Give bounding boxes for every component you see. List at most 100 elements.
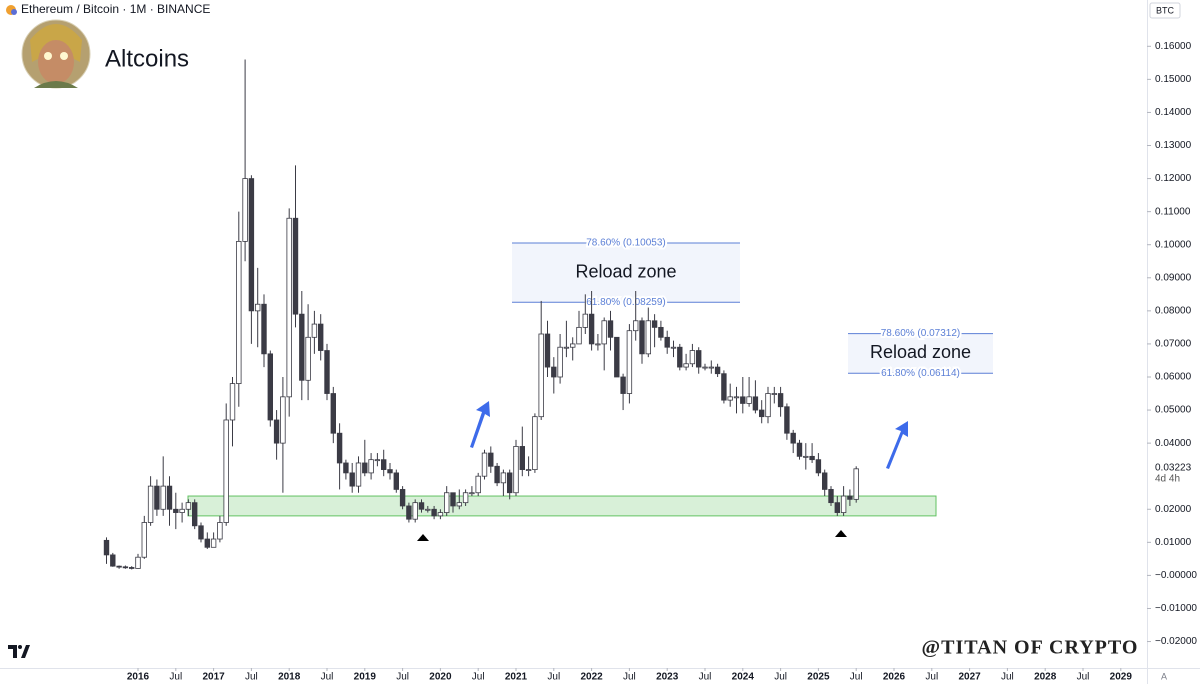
candle-body [790,432,796,444]
x-tick-label: Jul [169,672,182,683]
candle-body [317,323,324,351]
candle-body [469,492,475,495]
candle-body [387,469,393,474]
candle-body [582,313,588,328]
candle-body [563,346,570,349]
candle-body [708,366,714,369]
candle-body [601,320,607,345]
candle-body [664,336,670,348]
candle-body [815,459,822,474]
scale-button[interactable] [1150,670,1178,683]
candle-body [840,495,847,513]
x-tick-label: 2018 [278,672,301,683]
x-tick-label: Jul [699,672,712,683]
marker-triangle [835,530,847,537]
candle-body [229,383,236,421]
x-tick-label: Jul [321,672,334,683]
candle-body [191,502,198,527]
x-tick-label: Jul [925,672,938,683]
scale-button-label[interactable]: A [1161,671,1167,681]
candle-body [658,326,664,338]
x-tick-label: 2020 [429,672,452,683]
arrow-up [470,401,490,448]
candle-body [267,353,273,421]
x-tick-label: Jul [472,672,485,683]
y-tick-label: 0.15000 [1155,74,1192,85]
candle-body [727,396,733,401]
candle-body [292,217,299,315]
candle-body [343,462,349,474]
zone-label: Reload zone [870,342,971,362]
candle-body [475,475,481,494]
candle-body [437,512,444,517]
currency-label[interactable]: BTC [1156,5,1175,15]
candle-body [620,376,626,394]
candle-body [110,554,116,567]
candle-body [431,508,437,517]
candle-body [759,409,765,418]
exchange-logo-dot [11,9,17,15]
candle-body [670,346,677,349]
candle-body [683,363,689,368]
x-tick-label: 2019 [354,672,377,683]
candle-body [406,505,412,520]
y-tick-label: 0.13000 [1155,140,1192,151]
candle-body [740,396,746,404]
x-tick-label: Jul [774,672,787,683]
y-tick-label: 0.09000 [1155,272,1192,283]
candle-body [570,343,576,348]
candle-body [311,323,318,338]
x-tick-label: 2026 [883,672,906,683]
candle-body [336,432,343,464]
candle-body [456,502,462,507]
currency-box[interactable] [1149,2,1181,19]
candle-body [645,320,651,355]
candle-body [122,566,129,569]
plot-area: 78.60% (0.10053) 61.80% (0.08259) Reload z… [103,59,993,570]
candle-body [576,326,582,345]
candle-body [721,373,727,401]
zone-level-label: 61.80% (0.06114) [881,368,960,379]
candle-body [217,522,223,540]
candle-body [462,492,469,504]
x-tick-label: 2027 [958,672,981,683]
candle-body [639,320,645,355]
candle-body [588,313,595,345]
candle-body [626,330,633,394]
candle-body [702,366,708,369]
candle-body [714,366,721,375]
x-tick-label: 2021 [505,672,528,683]
candle-body [418,502,425,510]
candle-body [822,472,828,490]
support-band [187,495,937,517]
candle-body [154,485,160,510]
candle-body [380,459,387,470]
candle-body [223,419,229,523]
candle-body [677,346,683,368]
y-tick-label: 0.02000 [1155,504,1192,515]
candle-body [784,406,790,434]
candle-body [412,502,418,520]
candle-body [746,396,752,404]
candle-body [349,472,355,487]
x-tick-label: 2022 [580,672,603,683]
candle-body [689,350,696,365]
last-price-box [1149,460,1199,485]
candle-body [355,462,362,487]
candle-body [771,393,777,395]
arrow-up [886,421,908,469]
zone-fill [848,333,993,374]
candle-body [519,446,525,470]
candle-body [696,350,702,368]
x-tick-label: Jul [396,672,409,683]
candle-body [185,502,192,510]
x-tick-label: 2029 [1110,672,1133,683]
candle-body [777,393,784,408]
candle-body [103,539,110,556]
y-tick-label: 0.11000 [1155,206,1191,217]
candle-body [362,462,368,474]
x-tick-label: Jul [547,672,560,683]
y-tick-label: 0.10000 [1155,239,1192,250]
candle-body [443,492,450,513]
